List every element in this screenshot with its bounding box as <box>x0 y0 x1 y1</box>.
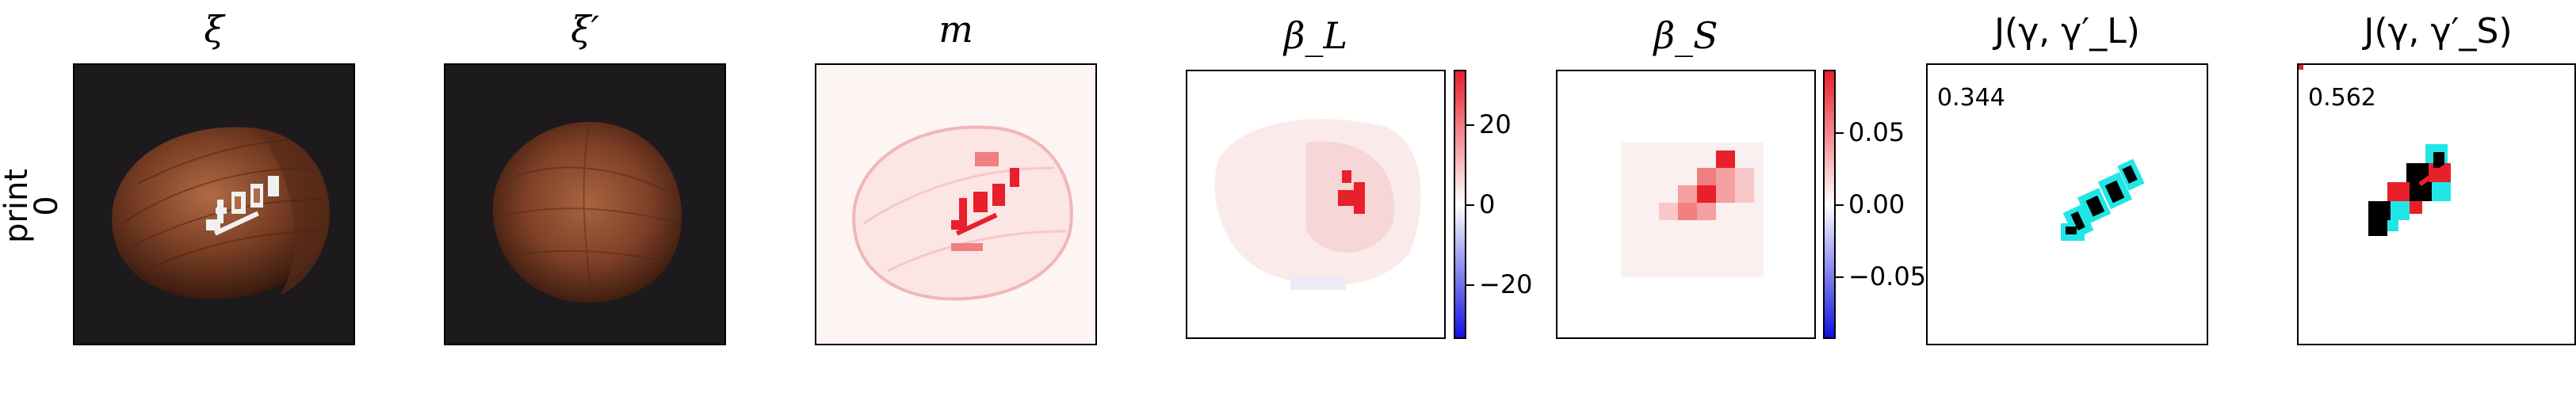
colorbar-beta-s-tick-neg0.05 <box>1836 276 1844 278</box>
colorbar-beta-s-label-0.00: 0.00 <box>1848 189 1905 219</box>
panel-title-beta-l: β_L <box>1283 14 1348 57</box>
colorbar-beta-l-tick-0 <box>1466 204 1474 206</box>
map-beta-l <box>1186 70 1446 339</box>
difference-map <box>852 125 1073 301</box>
colorbar-beta-l-label-20: 20 <box>1479 109 1512 139</box>
panel-title-beta-s: β_S <box>1653 14 1718 57</box>
row-label-line2: 0 <box>29 196 65 216</box>
hazelnut-with-print-image <box>112 127 330 299</box>
overlay-j-l-image <box>2061 158 2145 241</box>
colorbar-beta-s-label-neg0.05: −0.05 <box>1848 261 1927 291</box>
jaccard-score-l: 0.344 <box>1937 84 2005 112</box>
colorbar-beta-s <box>1823 70 1836 339</box>
beta-l-heatmap <box>1214 119 1421 290</box>
colorbar-beta-s-tick-0.00 <box>1836 204 1844 206</box>
overlay-j-s: 0.562 <box>2297 63 2576 345</box>
panel-title-j-s: J(γ, γ′_S) <box>2364 11 2513 51</box>
beta-s-heatmap <box>1621 143 1764 277</box>
colorbar-beta-s-label-0.05: 0.05 <box>1848 117 1905 147</box>
overlay-j-l: 0.344 <box>1926 63 2208 345</box>
row-label: print 0 <box>0 158 65 253</box>
image-xi-prime <box>444 63 726 345</box>
panel-title-m: m <box>938 8 973 51</box>
colorbar-beta-s-tick-0.05 <box>1836 132 1844 134</box>
row-label-line1: print <box>0 169 35 243</box>
colorbar-beta-l-label-0: 0 <box>1479 189 1496 219</box>
map-m <box>815 63 1097 345</box>
colorbar-beta-l-tick-20 <box>1466 124 1474 126</box>
overlay-j-s-image <box>2299 65 2451 236</box>
panel-title-j-l: J(γ, γ′_L) <box>1994 11 2140 51</box>
image-xi <box>73 63 355 345</box>
colorbar-beta-l <box>1454 70 1466 339</box>
hazelnut-reference-image <box>492 121 682 303</box>
map-beta-s <box>1556 70 1816 339</box>
panel-title-xi-prime: ξ′ <box>571 8 599 51</box>
colorbar-beta-l-tick-neg20 <box>1466 284 1474 286</box>
colorbar-beta-l-label-neg20: −20 <box>1479 269 1533 299</box>
panel-title-xi: ξ <box>204 8 224 51</box>
jaccard-score-s: 0.562 <box>2308 84 2376 112</box>
